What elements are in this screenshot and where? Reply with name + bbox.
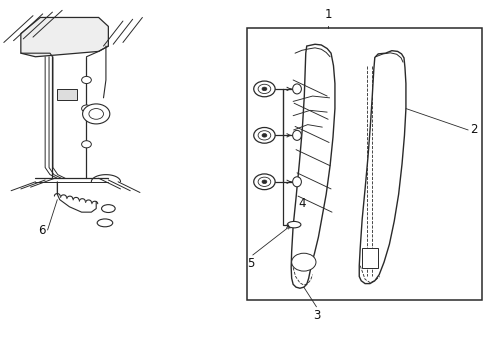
Circle shape [81,76,91,84]
Text: 2: 2 [469,123,477,136]
Text: 3: 3 [312,309,320,321]
Circle shape [81,141,91,148]
Circle shape [258,131,270,140]
Polygon shape [359,51,405,284]
Bar [246,28,481,300]
Text: 4: 4 [298,197,305,210]
Circle shape [262,180,266,184]
Ellipse shape [292,84,301,94]
Circle shape [253,81,275,97]
Circle shape [253,174,275,190]
Text: 6: 6 [38,224,45,237]
Ellipse shape [292,177,301,187]
Ellipse shape [287,221,300,228]
Ellipse shape [292,130,301,140]
Circle shape [258,84,270,94]
Circle shape [262,87,266,91]
Ellipse shape [102,204,115,212]
Circle shape [262,134,266,137]
Polygon shape [21,18,108,57]
Circle shape [258,177,270,186]
Ellipse shape [97,219,113,227]
Polygon shape [362,248,377,267]
Circle shape [253,127,275,143]
Circle shape [89,109,103,119]
Circle shape [81,105,91,112]
Circle shape [82,104,110,124]
Text: 5: 5 [246,257,253,270]
Polygon shape [290,44,334,288]
Circle shape [291,253,315,271]
Polygon shape [57,89,77,100]
Text: 1: 1 [324,8,331,21]
